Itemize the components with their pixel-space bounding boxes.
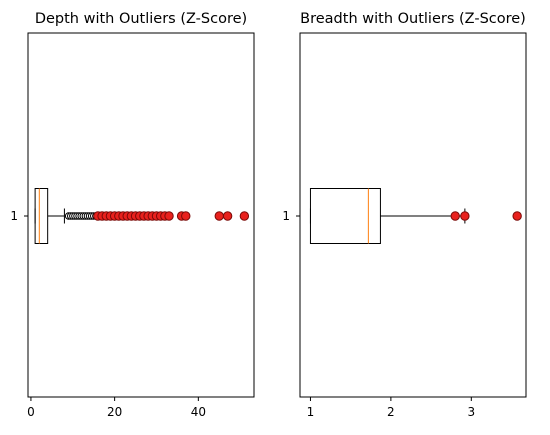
depth-marks [34, 188, 250, 244]
depth-xtick-label-20: 20 [107, 405, 122, 419]
breadth-zscore-outlier-0 [450, 211, 460, 221]
breadth-ytick-label: 1 [282, 209, 290, 223]
breadth-marks [309, 188, 522, 244]
depth-ytick-label: 1 [10, 209, 18, 223]
breadth-zscore-outlier-1 [460, 211, 470, 221]
depth-box [34, 188, 49, 244]
breadth-zscore-outlier-2 [512, 211, 522, 221]
depth-panel: Depth with Outliers (Z-Score) 1 0 20 40 [10, 11, 255, 419]
depth-zscore-outlier-19 [181, 211, 191, 221]
depth-xtick-label-40: 40 [191, 405, 206, 419]
depth-zscore-outlier-21 [222, 211, 233, 221]
breadth-axes-frame [299, 32, 527, 398]
depth-zscore-outlier-17 [164, 211, 174, 221]
breadth-xtick-label-2: 2 [387, 405, 395, 419]
depth-xticks: 0 20 40 [27, 397, 206, 419]
breadth-xtick-label-3: 3 [467, 405, 475, 419]
depth-title: Depth with Outliers (Z-Score) [35, 11, 247, 27]
breadth-title: Breadth with Outliers (Z-Score) [300, 11, 526, 27]
depth-axes-frame [27, 32, 255, 398]
depth-ytick: 1 [10, 209, 28, 223]
breadth-box [309, 188, 381, 244]
depth-xtick-label-0: 0 [27, 405, 35, 419]
depth-zscore-outlier-22 [239, 211, 250, 221]
breadth-ytick: 1 [282, 209, 300, 223]
breadth-xtick-label-1: 1 [307, 405, 315, 419]
breadth-panel: Breadth with Outliers (Z-Score) 1 1 2 3 [282, 11, 527, 419]
depth-zscore-outlier-20 [214, 211, 224, 221]
breadth-xticks: 1 2 3 [307, 397, 475, 419]
